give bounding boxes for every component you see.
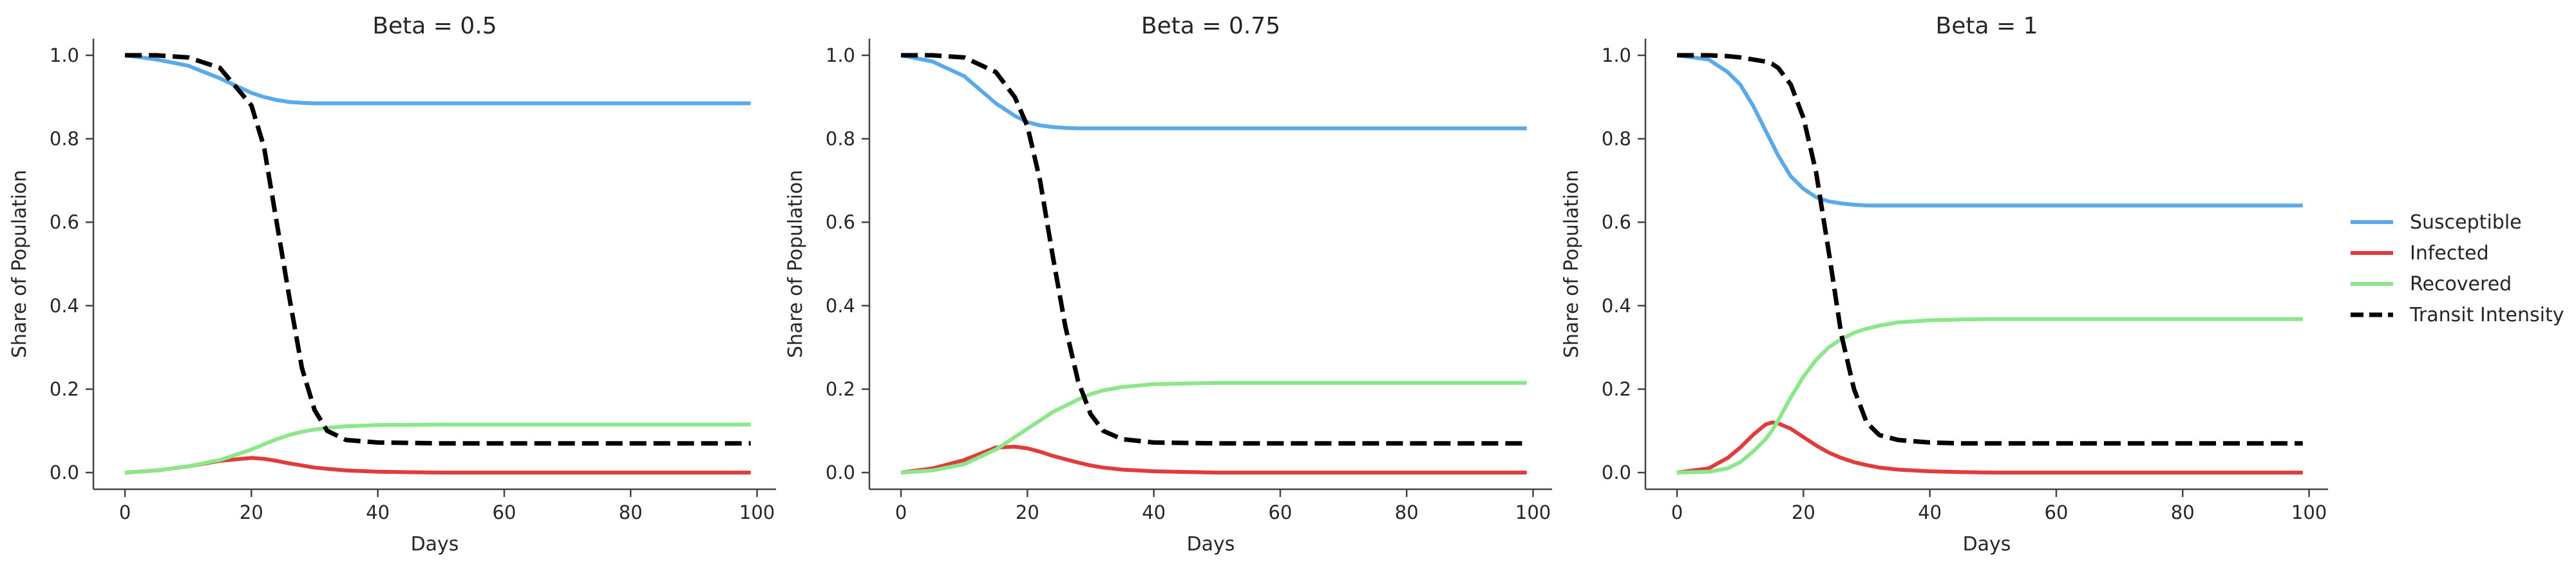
y-tick-label: 0.0 (50, 462, 79, 483)
y-tick-label: 0.0 (1602, 462, 1631, 483)
legend-label: Recovered (2410, 273, 2512, 295)
series-line-susceptible (1676, 53, 2303, 208)
x-tick-label: 60 (1269, 501, 1293, 523)
y-tick-label: 0.8 (826, 128, 855, 150)
x-tick-label: 60 (493, 501, 516, 523)
y-tick-label: 0.8 (50, 128, 79, 150)
y-tick-label: 0.4 (826, 295, 855, 317)
series-lines (1676, 53, 2303, 475)
x-tick-label: 20 (1792, 501, 1815, 523)
y-tick-label: 0.2 (1602, 378, 1631, 400)
axes: 0.0 0.2 0.4 0.6 0.8 1.0 0 20 40 60 80 100 (826, 39, 1552, 523)
series-line-recovered (1677, 317, 2303, 475)
subplot-beta-0.5: Beta = 0.5 Days Share of Population 0.00… (8, 13, 776, 556)
y-tick-label: 0.4 (1602, 295, 1631, 317)
axes: 0.0 0.2 0.4 0.6 0.8 1.0 0 20 40 60 80 100 (1602, 39, 2328, 523)
x-tick-label: 80 (619, 501, 643, 523)
subplot-beta-0.75: Beta = 0.75 Days Share of Population 0.0… (784, 13, 1552, 556)
x-axis-label: Days (1963, 533, 2011, 556)
x-tick-label: 40 (1918, 501, 1942, 523)
y-tick-label: 0.8 (1602, 128, 1631, 150)
y-axis-label: Share of Population (784, 170, 807, 358)
x-tick-label: 80 (1395, 501, 1419, 523)
x-tick-label: 20 (1016, 501, 1039, 523)
subplot-beta-1: Beta = 1 Days Share of Population 0.0 0.2… (1560, 13, 2328, 556)
legend-label: Infected (2410, 242, 2489, 265)
series-line-transit-intensity (1677, 53, 2303, 446)
x-axis-label: Days (1187, 533, 1235, 556)
chart-title: Beta = 0.5 (372, 13, 497, 39)
x-tick-label: 100 (2291, 501, 2327, 523)
x-tick-label: 100 (1515, 501, 1551, 523)
y-tick-label: 0.6 (1602, 211, 1631, 233)
x-tick-label: 80 (2171, 501, 2195, 523)
legend-label: Susceptible (2410, 211, 2522, 234)
legend-item-infected: Infected (2351, 242, 2489, 265)
y-tick-label: 0.2 (50, 378, 79, 400)
x-tick-label: 0 (895, 501, 907, 523)
x-tick-label: 100 (739, 501, 775, 523)
y-tick-label: 1.0 (50, 44, 79, 66)
y-tick-label: 0.2 (826, 378, 855, 400)
x-tick-label: 0 (1671, 501, 1683, 523)
y-tick-label: 0.6 (50, 211, 79, 233)
series-line-recovered (900, 380, 1527, 475)
y-tick-label: 1.0 (1602, 44, 1631, 66)
series-line-transit-intensity (125, 53, 751, 446)
x-tick-label: 0 (119, 501, 131, 523)
x-axis-label: Days (411, 533, 459, 556)
legend: Susceptible Infected Recovered Transit I… (2351, 211, 2564, 326)
y-axis-label: Share of Population (8, 170, 31, 358)
y-tick-label: 0.4 (50, 295, 79, 317)
series-lines (900, 53, 1527, 475)
series-line-susceptible (124, 53, 751, 106)
legend-item-susceptible: Susceptible (2351, 211, 2522, 234)
series-lines (124, 53, 751, 475)
legend-item-recovered: Recovered (2351, 273, 2512, 295)
chart-title: Beta = 0.75 (1141, 13, 1280, 39)
y-axis-label: Share of Population (1560, 170, 1583, 358)
chart-title: Beta = 1 (1936, 13, 2038, 39)
series-line-recovered (124, 422, 751, 475)
y-tick-label: 1.0 (826, 44, 855, 66)
legend-label: Transit Intensity (2409, 304, 2564, 326)
series-line-transit-intensity (901, 53, 1527, 446)
series-line-susceptible (900, 53, 1527, 131)
x-tick-label: 40 (1142, 501, 1166, 523)
y-tick-label: 0.6 (826, 211, 855, 233)
y-tick-label: 0.0 (826, 462, 855, 483)
x-tick-label: 20 (240, 501, 263, 523)
series-line-infected (1676, 420, 2303, 475)
x-tick-label: 40 (366, 501, 390, 523)
axes: 0.0 0.2 0.4 0.6 0.8 1.0 0 20 40 60 80 100 (50, 39, 776, 523)
legend-item-transit-intensity: Transit Intensity (2351, 304, 2564, 326)
x-tick-label: 60 (2045, 501, 2069, 523)
